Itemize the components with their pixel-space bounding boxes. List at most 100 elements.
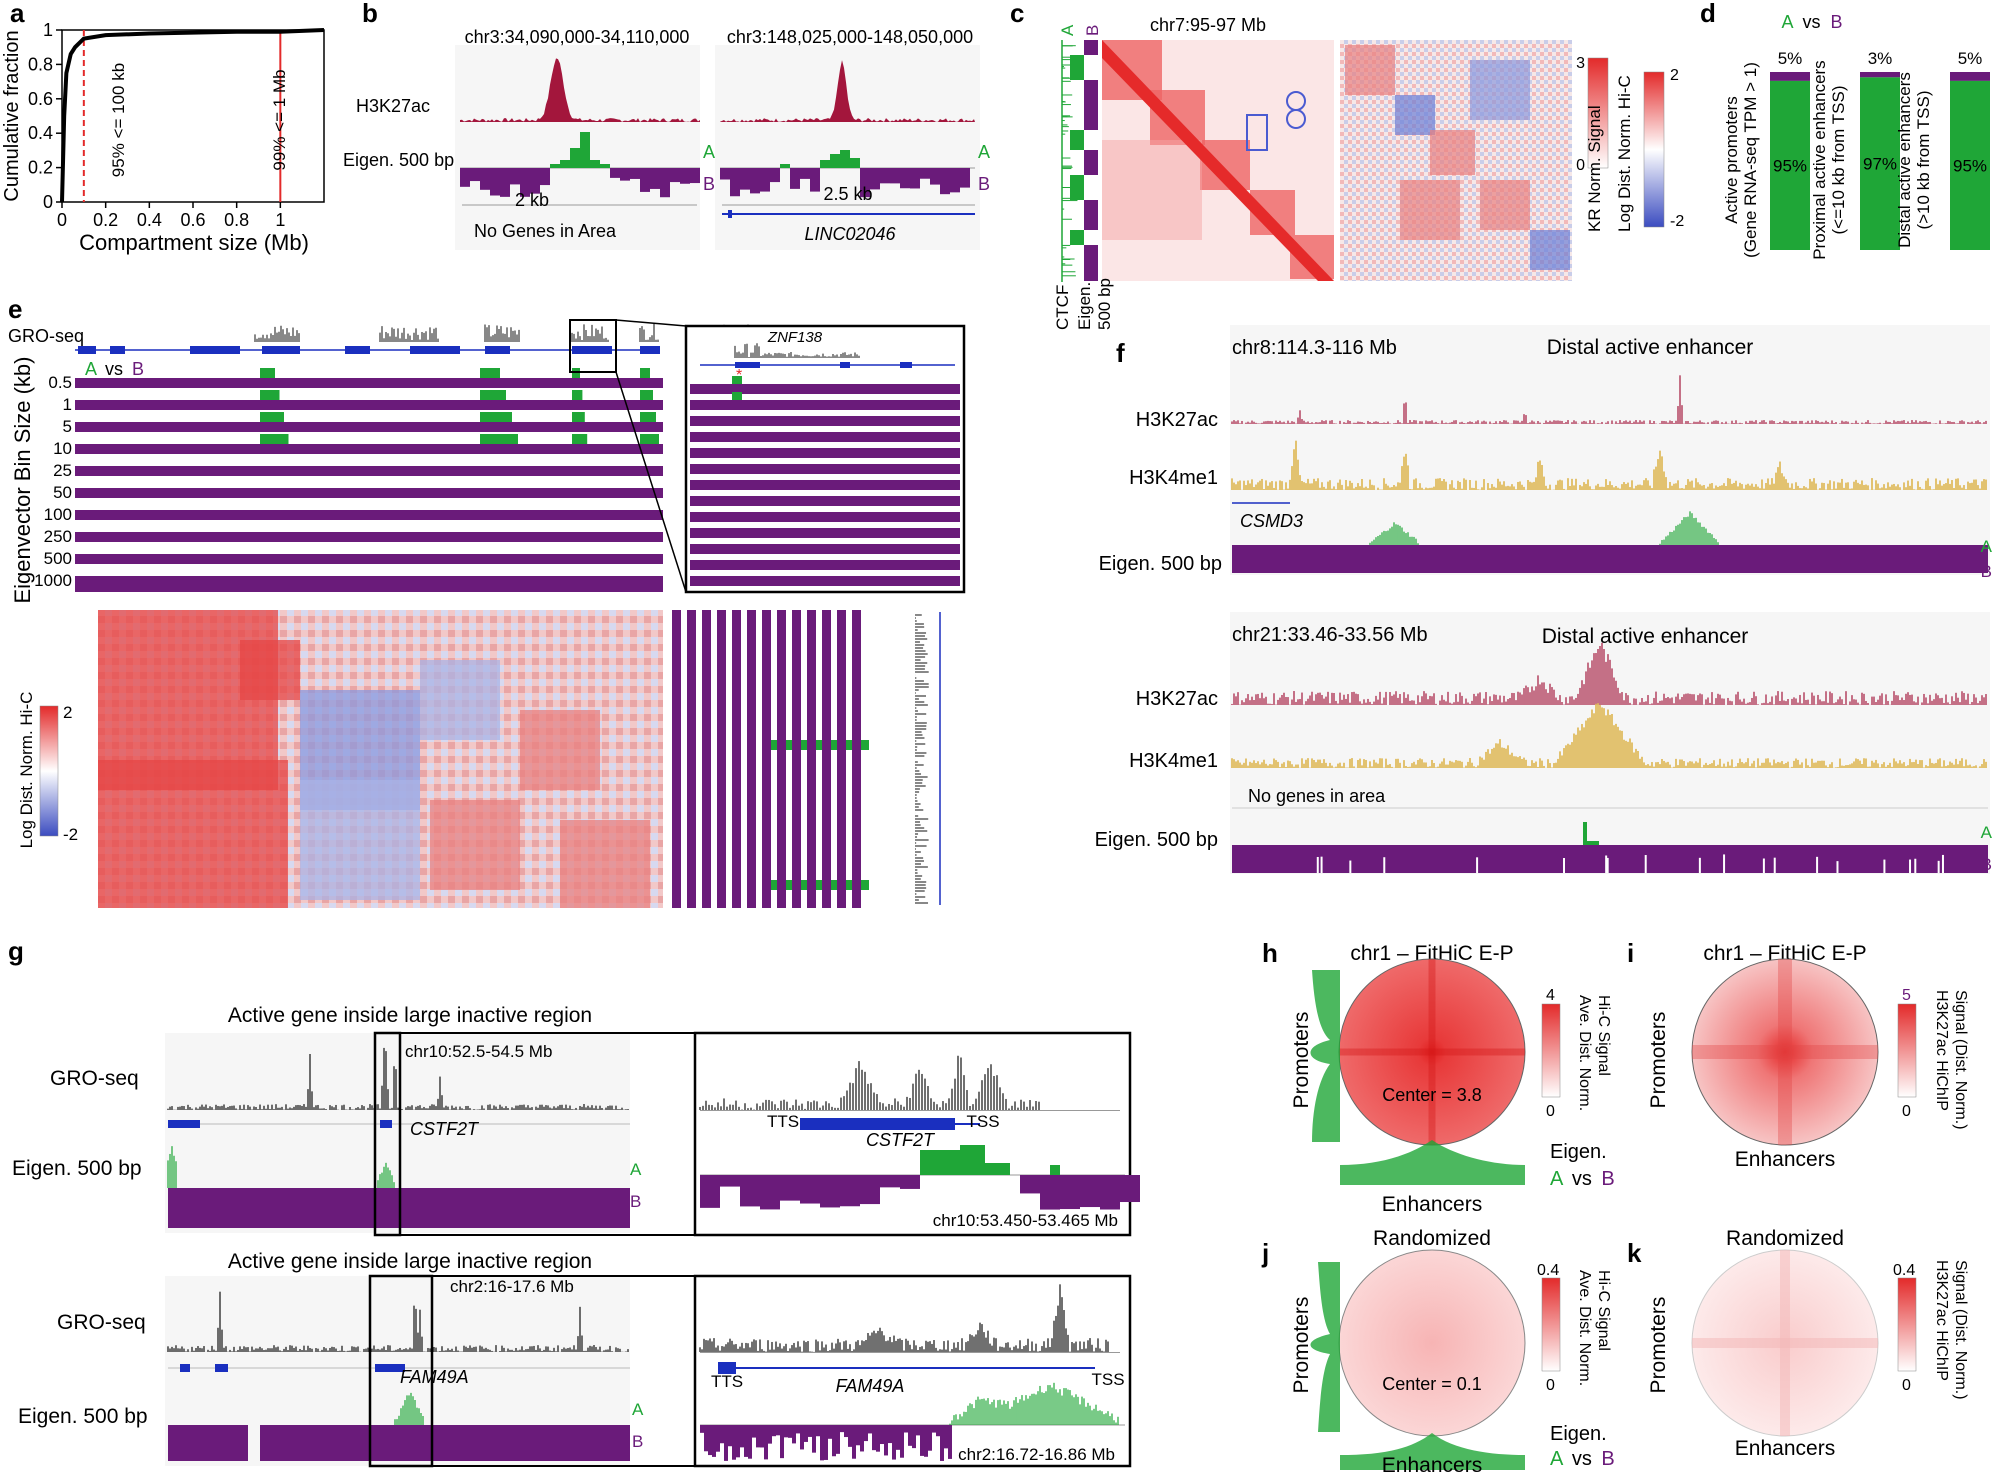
- vertical-eigen-A: [861, 740, 869, 750]
- panel-g-title-1: Active gene inside large inactive region: [228, 1004, 592, 1027]
- bar-B: [1860, 72, 1900, 78]
- eigen-bin-B: [852, 1425, 856, 1459]
- bin-size-label: 0.5: [48, 373, 72, 392]
- vertical-eigen-bar: [807, 610, 816, 908]
- panel-j-colorbar: [1541, 1277, 1561, 1372]
- eigen-bin-B: [916, 1425, 920, 1436]
- bar-A: [1860, 77, 1900, 250]
- panel-letter-k: k: [1627, 1238, 1642, 1268]
- eigen-bin-A: [780, 164, 790, 168]
- panel-c-kr-max: 3: [1576, 55, 1585, 72]
- eigen-bin-B: [800, 1175, 820, 1204]
- eigen-bin-A: [920, 1150, 960, 1175]
- panel-g-eigen-2: Eigen. 500 bp: [18, 1405, 148, 1428]
- panel-h-promoters: Promoters: [1290, 1012, 1313, 1109]
- eigen-bin-B: [1120, 1175, 1140, 1203]
- eigen-bin-row: [690, 400, 960, 410]
- eigen-bin-B: [700, 1175, 720, 1208]
- eigen-bin-B: [720, 1175, 740, 1187]
- eigen-bin-row: [690, 464, 960, 474]
- eigen-bin-B: [480, 168, 490, 190]
- bar-A-label: 95%: [1953, 156, 1987, 175]
- panel-f-h3k27ac-2: H3K27ac: [1136, 688, 1218, 710]
- panel-letter-e: e: [8, 294, 22, 324]
- eigen-bin-A: [820, 160, 830, 168]
- vertical-eigen-A: [831, 740, 839, 750]
- panel-f-region-2: chr21:33.46-33.56 Mb: [1232, 624, 1428, 646]
- panel-b-region-1: chr3:34,090,000-34,110,000: [465, 27, 690, 47]
- panel-k-colorbar: [1897, 1277, 1917, 1372]
- panel-a-cumulative-curve: [60, 28, 325, 203]
- eigen-bin-B: [820, 1425, 824, 1461]
- ld-block: [1395, 95, 1435, 135]
- gene-exon: [410, 346, 460, 354]
- eigen-bin-B: [960, 168, 970, 188]
- eigen-bin-B: [828, 1425, 832, 1439]
- panel-j-pileup-circle: [1338, 1249, 1526, 1437]
- panel-k-enhancers: Enhancers: [1735, 1437, 1835, 1460]
- panel-c-kr-label: KR Norm. Signal: [1585, 105, 1604, 232]
- vertical-eigen-A: [801, 880, 809, 890]
- panel-a-xtick-label: 0.6: [180, 210, 205, 230]
- eigen-bin-B: [836, 1425, 840, 1454]
- eigen-bin-B: [940, 168, 950, 195]
- panel-d-title-b: B: [1831, 12, 1843, 32]
- panel-f-A-2: A: [1981, 823, 1993, 842]
- panel-h-cb-label1: Ave. Dist. Norm.: [1576, 995, 1593, 1111]
- panel-j-enhancer-eigen: [1340, 1433, 1525, 1470]
- axis: [700, 1352, 1120, 1353]
- eigen-bin-B: [800, 1425, 804, 1450]
- eigen-bin-B: [936, 1425, 940, 1437]
- panel-c-kr-blocks: [1102, 40, 1334, 279]
- gene-exon: [345, 346, 370, 354]
- panel-c-eigen-label: Eigen.: [1075, 282, 1094, 330]
- eigen-bin-A: [1050, 1165, 1060, 1175]
- panel-letter-a: a: [10, 0, 25, 28]
- hic-block: [430, 800, 520, 890]
- panel-f-tracks-2: [1231, 642, 1988, 873]
- eigen-bin-row: [75, 554, 663, 564]
- eigen-bin-row: [690, 480, 960, 490]
- panel-letter-c: c: [1010, 0, 1024, 28]
- panel-d-cat3-line1: Distal active enhancers: [1895, 72, 1914, 248]
- panel-c-kr-colorbar: [1587, 57, 1609, 169]
- eigen-bin-A: [480, 412, 512, 422]
- panel-f-h3k27ac-1: H3K27ac: [1136, 409, 1218, 431]
- panel-letter-i: i: [1627, 938, 1634, 968]
- bin-size-label: 25: [53, 461, 72, 480]
- panel-g-region-2: chr2:16-17.6 Mb: [450, 1277, 574, 1296]
- eigen-bin-A: [560, 160, 570, 168]
- panel-j-title: Randomized: [1373, 1227, 1491, 1250]
- panel-g-tts-2: TTS: [711, 1372, 743, 1391]
- panel-e-zoom-line-2: [615, 319, 687, 327]
- panel-g-tracks-2: [167, 1291, 630, 1461]
- eigen-bin-row: [75, 444, 663, 454]
- bin-size-label: 1: [63, 395, 72, 414]
- panel-d-cat2-line1: Proximal active enhancers: [1810, 60, 1829, 259]
- eigen-A-spike: [1583, 841, 1599, 845]
- vertical-eigen-A: [861, 880, 869, 890]
- eigen-B-band: [168, 1425, 630, 1461]
- gene-exon: [78, 346, 96, 354]
- panel-i-cb-min: 0: [1902, 1103, 1911, 1120]
- gene-exon: [262, 346, 300, 354]
- eigen-bin-row: [690, 544, 960, 554]
- eigen-bin-B: [780, 1175, 800, 1201]
- panel-b-eigen-1: [460, 132, 700, 198]
- gene-exon: [485, 346, 510, 354]
- panel-f-eigen-1: Eigen. 500 bp: [1099, 553, 1222, 575]
- ld-block: [1400, 180, 1460, 240]
- eigen-bin-B: [732, 1425, 736, 1460]
- eigen-bin-B: [888, 1425, 892, 1444]
- panel-b-A-label-1: A: [703, 142, 715, 162]
- eigen-bin-B: [856, 1425, 860, 1446]
- eigen-bin-B: [540, 168, 550, 186]
- panel-j-promoters: Promoters: [1290, 1297, 1313, 1394]
- panel-a-xtick-label: 1: [275, 210, 285, 230]
- panel-a-ytick-label: 0.2: [28, 158, 53, 178]
- panel-d-cat2-line2: (<=10 kb from TSS): [1829, 86, 1848, 235]
- bar-A: [1770, 80, 1810, 251]
- eigen-bin-A: [572, 434, 588, 444]
- vertical-eigen-bar: [852, 610, 861, 908]
- eigen-bin-B: [744, 1425, 748, 1457]
